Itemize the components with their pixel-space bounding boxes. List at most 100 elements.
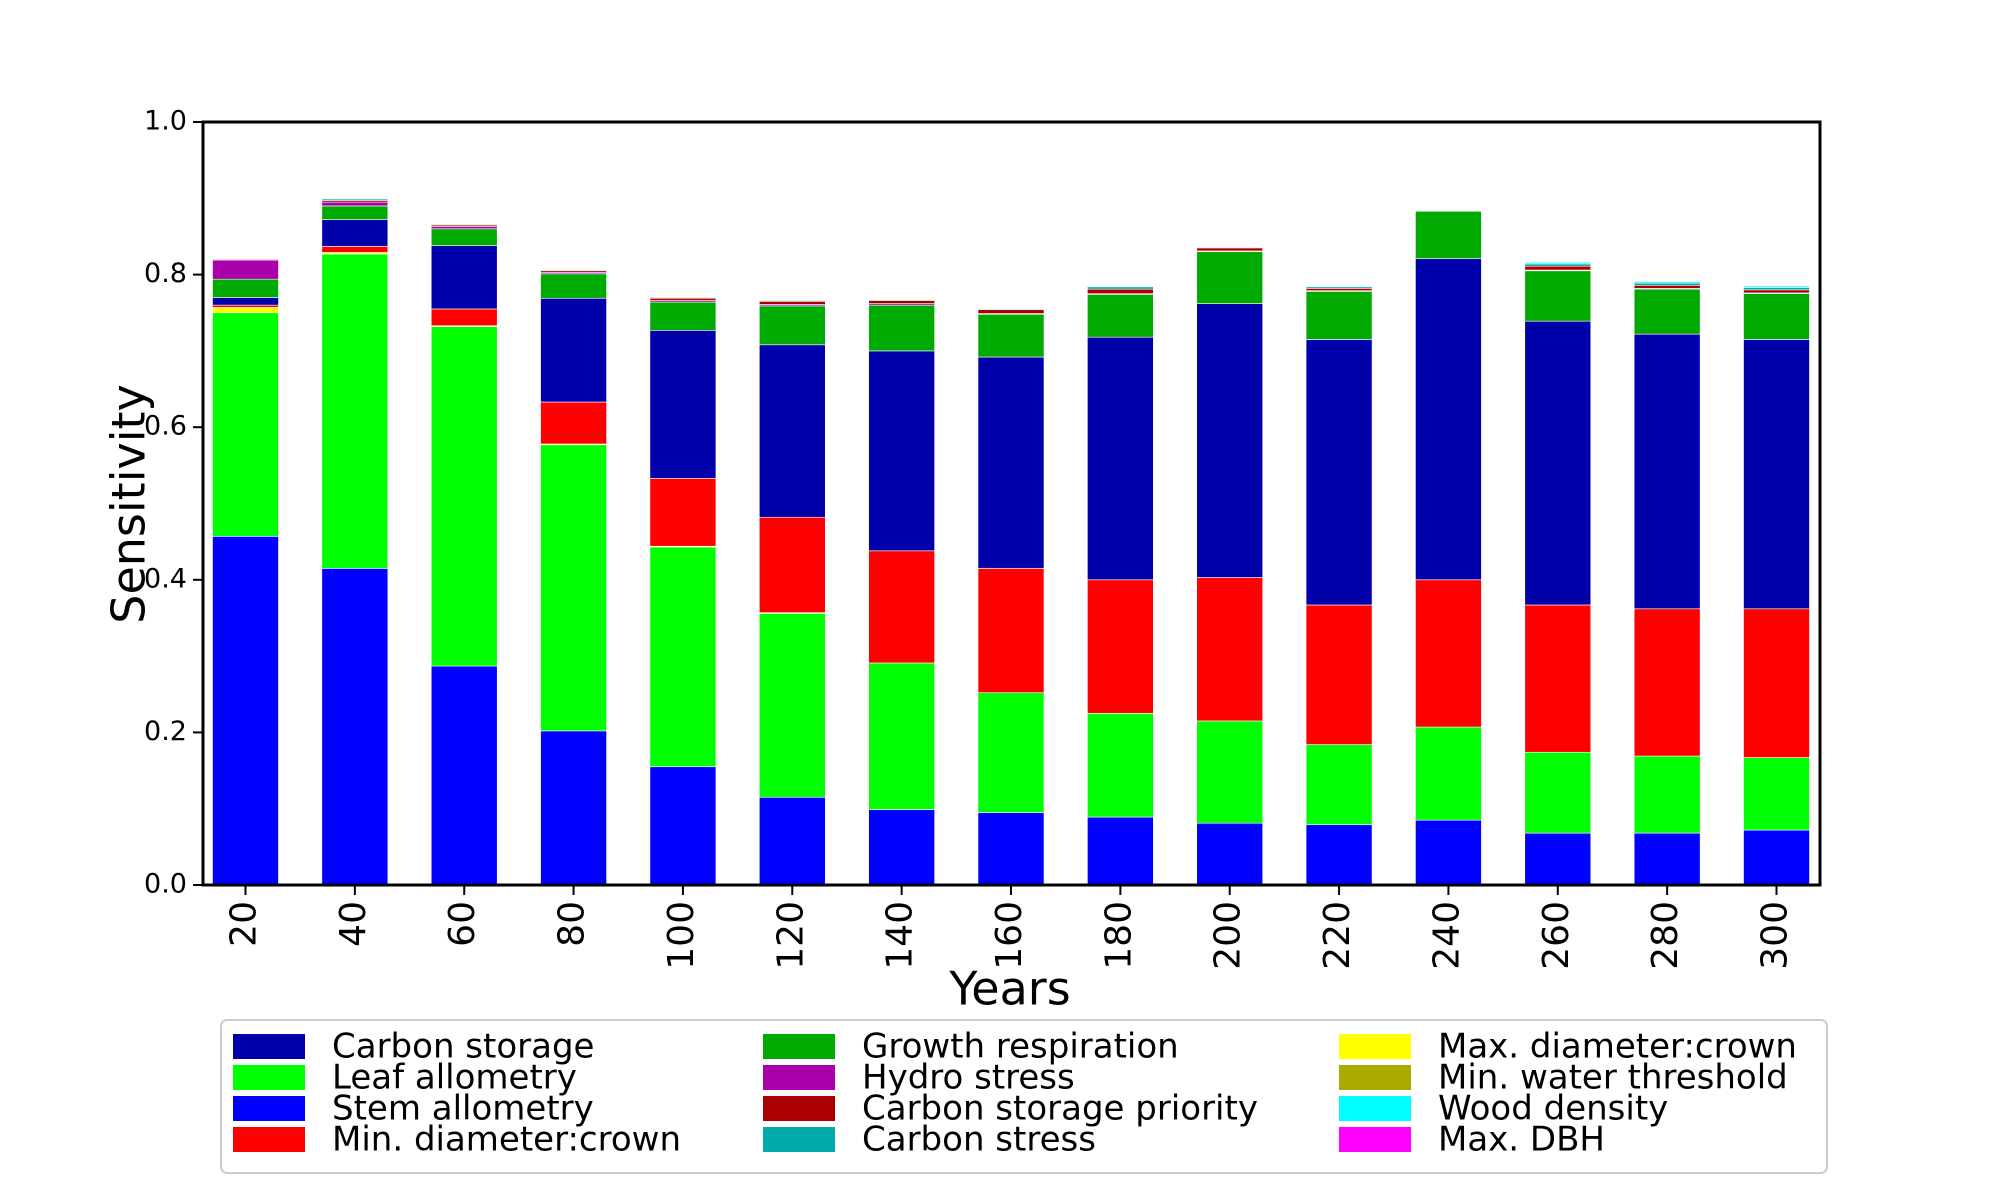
bar-segment xyxy=(649,478,717,547)
legend-label: Growth respiration xyxy=(862,1027,1179,1067)
bar-segment xyxy=(430,226,498,230)
legend-label: Leaf allometry xyxy=(332,1058,577,1098)
bar-segment xyxy=(1087,713,1154,818)
bar-segment xyxy=(1305,291,1373,340)
bar-segment xyxy=(1633,608,1701,757)
bar-segment xyxy=(212,307,279,314)
legend-label: Max. diameter:crown xyxy=(1438,1027,1797,1067)
bar-segment xyxy=(540,269,607,272)
bar-segment xyxy=(212,259,279,261)
y-tick-label: 0.6 xyxy=(144,411,187,442)
legend-swatch xyxy=(1339,1096,1411,1121)
legend-label: Carbon stress xyxy=(862,1120,1096,1160)
legend-label: Wood density xyxy=(1438,1089,1668,1129)
bar-segment xyxy=(1743,608,1810,758)
bars-layer xyxy=(212,198,1810,886)
bar-segment xyxy=(977,309,1045,314)
bar-segment xyxy=(758,344,826,518)
bar-segment xyxy=(1415,819,1482,886)
bar-segment xyxy=(649,329,717,479)
bar-segment xyxy=(540,730,607,886)
bar-segment xyxy=(1196,251,1264,304)
bar-segment xyxy=(1633,282,1701,286)
bar-segment xyxy=(1633,333,1701,610)
bar-segment xyxy=(1305,288,1373,291)
bar-segment xyxy=(868,550,935,664)
legend-swatch xyxy=(1339,1127,1411,1152)
bar-segment xyxy=(1743,289,1810,294)
bar-segment xyxy=(649,297,717,299)
x-axis-label: Years xyxy=(948,962,1070,1016)
bar-segment xyxy=(1524,270,1592,322)
bar-segment xyxy=(977,812,1045,886)
bar-segment xyxy=(1524,263,1592,267)
bar-segment xyxy=(649,301,717,331)
bar-segment xyxy=(212,297,279,306)
legend-label: Carbon storage priority xyxy=(862,1089,1258,1129)
bar-segment xyxy=(1087,579,1154,714)
legend-label: Carbon storage xyxy=(332,1027,594,1067)
bar-segment xyxy=(1743,339,1810,610)
legend-label: Min. water threshold xyxy=(1438,1058,1788,1098)
bar-segment xyxy=(1087,294,1154,338)
bar-segment xyxy=(1087,286,1154,290)
x-tick-label: 100 xyxy=(661,901,702,970)
x-tick-label: 40 xyxy=(333,901,374,947)
bar-segment xyxy=(1633,281,1701,284)
legend-swatch xyxy=(233,1127,305,1152)
legend-swatch xyxy=(763,1034,835,1059)
bar-segment xyxy=(1524,262,1592,265)
bar-segment xyxy=(212,304,279,308)
bar-segment xyxy=(212,312,279,537)
bar-segment xyxy=(321,253,389,569)
x-tick-label: 220 xyxy=(1317,901,1358,970)
bar-segment xyxy=(321,198,389,201)
bar-segment xyxy=(1196,577,1264,722)
legend-swatch xyxy=(763,1065,835,1090)
bar-segment xyxy=(1743,829,1810,886)
x-tick-label: 80 xyxy=(552,901,593,947)
bar-segment xyxy=(1087,285,1154,288)
y-tick-label: 0.0 xyxy=(144,869,187,900)
legend-swatch xyxy=(1339,1065,1411,1090)
bar-segment xyxy=(430,223,498,226)
y-tick-label: 0.4 xyxy=(144,563,187,594)
bar-segment xyxy=(212,536,279,886)
bar-segment xyxy=(649,297,717,301)
bar-segment xyxy=(1524,604,1592,753)
bar-segment xyxy=(1305,285,1373,288)
bar-segment xyxy=(1633,284,1701,289)
bar-segment xyxy=(1633,288,1701,335)
bar-segment xyxy=(868,299,935,301)
bar-segment xyxy=(1743,287,1810,291)
bar-segment xyxy=(1305,824,1373,886)
bar-segment xyxy=(649,546,717,768)
bar-segment xyxy=(1743,285,1810,288)
bar-segment xyxy=(758,613,826,798)
bar-segment xyxy=(1415,726,1482,821)
bar-segment xyxy=(212,259,279,280)
bar-segment xyxy=(1415,579,1482,728)
bar-segment xyxy=(758,796,826,886)
x-tick-label: 280 xyxy=(1645,901,1686,970)
legend-label: Stem allometry xyxy=(332,1089,594,1129)
x-tick-label: 60 xyxy=(442,901,483,947)
bar-segment xyxy=(868,300,935,304)
bar-segment xyxy=(1196,720,1264,824)
bar-segment xyxy=(977,313,1045,358)
bar-segment xyxy=(430,665,498,886)
bar-segment xyxy=(1305,604,1373,745)
y-tick-label: 1.0 xyxy=(144,106,187,137)
legend-swatch xyxy=(233,1065,305,1090)
bar-segment xyxy=(1087,816,1154,886)
x-tick-label: 20 xyxy=(224,901,265,947)
legend-swatch xyxy=(233,1096,305,1121)
bar-segment xyxy=(321,219,389,247)
bar-segment xyxy=(1305,339,1373,606)
y-axis-label: Sensitivity xyxy=(102,384,156,623)
y-axis: 0.0 0.2 0.4 0.6 0.8 1.0 xyxy=(144,106,203,900)
bar-segment xyxy=(1633,832,1701,886)
bar-segment xyxy=(758,300,826,305)
